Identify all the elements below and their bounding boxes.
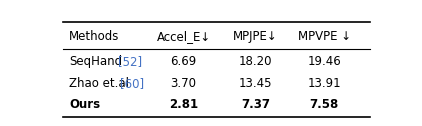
Text: 13.91: 13.91 bbox=[307, 76, 341, 90]
Text: [52]: [52] bbox=[117, 55, 142, 68]
Text: Zhao et.al: Zhao et.al bbox=[69, 76, 129, 90]
Text: 3.70: 3.70 bbox=[170, 76, 197, 90]
Text: Ours: Ours bbox=[69, 98, 100, 111]
Text: SeqHand: SeqHand bbox=[69, 55, 122, 68]
Text: 18.20: 18.20 bbox=[239, 55, 272, 68]
Text: 13.45: 13.45 bbox=[239, 76, 272, 90]
Text: Accel_E↓: Accel_E↓ bbox=[157, 30, 211, 43]
Text: 6.69: 6.69 bbox=[170, 55, 197, 68]
Text: [60]: [60] bbox=[120, 76, 144, 90]
Text: MPJPE↓: MPJPE↓ bbox=[233, 30, 278, 43]
Text: 7.58: 7.58 bbox=[310, 98, 339, 111]
Text: MPVPE ↓: MPVPE ↓ bbox=[298, 30, 351, 43]
Text: 2.81: 2.81 bbox=[169, 98, 198, 111]
Text: 7.37: 7.37 bbox=[241, 98, 270, 111]
Text: Methods: Methods bbox=[69, 30, 119, 43]
Text: 19.46: 19.46 bbox=[307, 55, 341, 68]
